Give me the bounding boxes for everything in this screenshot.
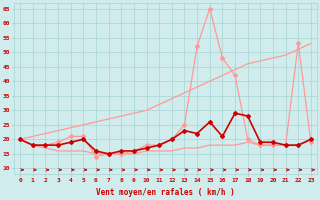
X-axis label: Vent moyen/en rafales ( km/h ): Vent moyen/en rafales ( km/h ) bbox=[96, 188, 235, 197]
